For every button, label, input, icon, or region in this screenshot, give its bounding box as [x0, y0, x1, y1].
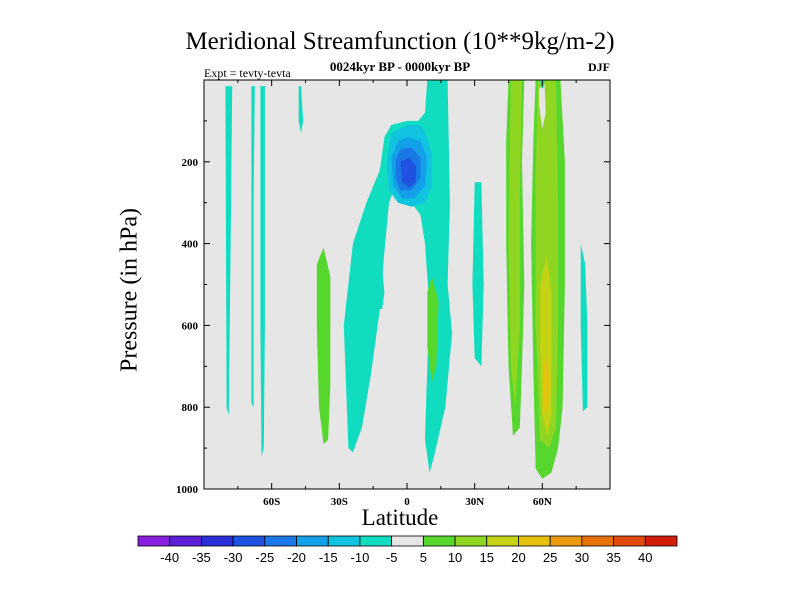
- colorbar-box: [201, 535, 234, 547]
- contour-region-neg-minus10-strip-c: [260, 86, 265, 457]
- colorbar-box: [422, 535, 456, 547]
- colorbar-label: 5: [420, 550, 427, 565]
- colorbar-box: [264, 535, 297, 547]
- colorbar-label: 40: [638, 550, 652, 565]
- contour-region-pos-white-gap: [539, 84, 546, 130]
- contour-region-neg-minus30: [400, 157, 416, 188]
- x-tick-label: 60N: [533, 496, 552, 508]
- axes: 60S 30S 0 30N 60N 200 400 600 800 1000: [176, 79, 611, 508]
- y-tick-label: 1000: [176, 484, 199, 496]
- colorbar-box: [518, 535, 551, 547]
- colorbar-label: -5: [386, 550, 398, 565]
- colorbar-box: [486, 535, 519, 547]
- colorbar-label: 10: [448, 550, 462, 565]
- colorbar: -40 -35 -30 -25 -20 -15 -10 -5 5 10 15 20 25 30 35 40: [137, 535, 678, 565]
- x-tick-label: 30N: [465, 496, 484, 508]
- colorbar-box: [296, 535, 329, 547]
- colorbar-box: [359, 535, 393, 547]
- colorbar-label: -20: [287, 550, 306, 565]
- colorbar-box: [391, 535, 424, 547]
- colorbar-label: -30: [224, 550, 243, 565]
- colorbar-box: [454, 535, 488, 547]
- contour-region-neg-minus10-strip-b: [251, 86, 255, 408]
- colorbar-box: [169, 535, 202, 547]
- colorbar-label: 35: [606, 550, 620, 565]
- contour-region-pos-5-strip-a: [316, 247, 331, 444]
- colorbar-box: [232, 535, 266, 547]
- x-tick-label: 30S: [331, 496, 348, 508]
- colorbar-box: [613, 535, 646, 547]
- colorbar-label: 30: [575, 550, 589, 565]
- colorbar-label: -25: [255, 550, 274, 565]
- contour-region-pos-20-core: [543, 358, 550, 412]
- contour-region-pos-10-strip-c: [508, 80, 522, 408]
- colorbar-box: [549, 535, 583, 547]
- plot-area: [204, 80, 610, 489]
- season-label: DJF: [588, 60, 610, 74]
- colorbar-box: [137, 535, 171, 547]
- y-tick-label: 400: [182, 239, 199, 251]
- x-tick-label: 0: [404, 496, 410, 508]
- colorbar-label: 20: [511, 550, 525, 565]
- colorbar-label: -40: [160, 550, 179, 565]
- x-axis-label: Latitude: [361, 505, 439, 530]
- x-tick-label: 60S: [263, 496, 280, 508]
- contour-region-neg-minus10-strip-d: [298, 86, 304, 134]
- colorbar-box: [581, 535, 614, 547]
- contour-region-neg-minus10-strip-g: [580, 243, 588, 412]
- chart-subtitle: 0024kyr BP - 0000kyr BP: [329, 59, 471, 74]
- chart-title: Meridional Streamfunction (10**9kg/m-2): [185, 28, 615, 55]
- experiment-label: Expt = tevty-tevta: [204, 66, 291, 80]
- y-tick-label: 600: [182, 320, 199, 332]
- colorbar-label: -15: [319, 550, 338, 565]
- colorbar-box: [327, 535, 361, 547]
- colorbar-label: -10: [351, 550, 370, 565]
- colorbar-label: 15: [480, 550, 494, 565]
- y-tick-label: 200: [182, 157, 199, 169]
- colorbar-box: [644, 535, 678, 547]
- contour-region-neg-minus10-strip-a: [225, 86, 233, 416]
- contour-region-neg-minus10-strip-f: [472, 182, 484, 367]
- contour-region-pos-5-strip-b: [427, 276, 439, 383]
- colorbar-label: -35: [192, 550, 211, 565]
- y-tick-label: 800: [182, 402, 199, 414]
- colorbar-label: 25: [543, 550, 557, 565]
